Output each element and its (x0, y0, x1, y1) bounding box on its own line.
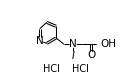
Text: $\it{I}$: $\it{I}$ (71, 49, 75, 61)
Text: HCl: HCl (43, 64, 60, 74)
Circle shape (70, 41, 76, 47)
Circle shape (100, 40, 107, 48)
Text: OH: OH (100, 39, 116, 49)
Circle shape (88, 52, 94, 58)
Circle shape (70, 52, 76, 58)
Circle shape (37, 38, 43, 44)
Text: N: N (69, 39, 77, 49)
Circle shape (97, 41, 103, 47)
Text: HCl: HCl (72, 64, 89, 74)
Text: O: O (87, 50, 95, 60)
Text: N: N (36, 36, 44, 46)
